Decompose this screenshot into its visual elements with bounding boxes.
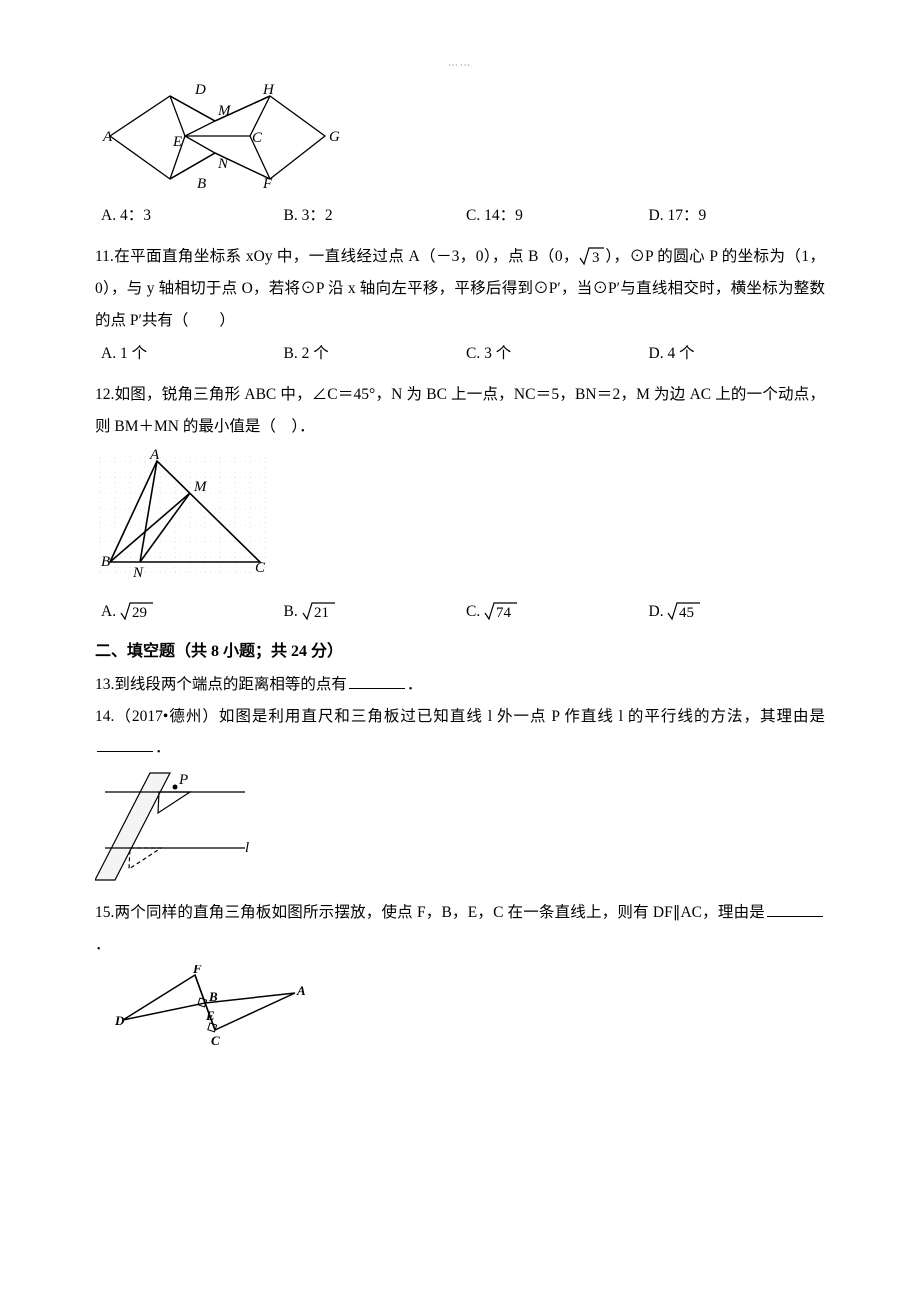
q15-figure: A B C D E F: [115, 965, 825, 1060]
q10-figure: A B C D E F G H M N: [95, 81, 825, 196]
q12-option-b-prefix: B.: [284, 603, 302, 620]
q12-label-N: N: [132, 565, 144, 581]
q10-label-D: D: [194, 82, 206, 98]
q15-label-E: E: [205, 1008, 215, 1023]
q15-label-D: D: [115, 1013, 125, 1028]
q15-label-B: B: [208, 989, 218, 1004]
q13-text-before: 13.到线段两个端点的距离相等的点有: [95, 676, 347, 693]
q12-label-B: B: [101, 554, 110, 570]
q11-option-d: D. 4 个: [649, 338, 832, 369]
q11-options: A. 1 个 B. 2 个 C. 3 个 D. 4 个: [95, 338, 825, 369]
q14-text: 14.（2017•德州）如图是利用直尺和三角板过已知直线 l 外一点 P 作直线…: [95, 701, 825, 765]
q10-label-A: A: [102, 129, 113, 145]
q12-option-b: B. 21: [284, 596, 467, 627]
q14-text-before: 14.（2017•德州）如图是利用直尺和三角板过已知直线 l 外一点 P 作直线…: [95, 708, 825, 725]
q15-blank: [767, 902, 823, 917]
q12-sqrt-c: 74: [484, 600, 518, 626]
q13-text: 13.到线段两个端点的距离相等的点有 ．: [95, 669, 825, 701]
q10-option-b: B. 3：2: [284, 200, 467, 231]
q12-sqrt-d: 45: [667, 600, 701, 626]
q15-text-before: 15.两个同样的直角三角板如图所示摆放，使点 F，B，E，C 在一条直线上，则有…: [95, 904, 765, 921]
q12-sqrt-b: 21: [302, 600, 336, 626]
q12-sqrt-a-rad: 29: [132, 605, 147, 621]
q15-label-C: C: [211, 1033, 220, 1048]
q15-label-F: F: [192, 965, 202, 976]
q12-text: 12.如图，锐角三角形 ABC 中，∠C＝45°，N 为 BC 上一点，NC＝5…: [95, 379, 825, 443]
q12-sqrt-b-rad: 21: [314, 605, 329, 621]
q14-label-l: l: [245, 840, 249, 856]
q12-option-a-prefix: A.: [101, 603, 120, 620]
q10-label-N: N: [217, 156, 229, 172]
q13-blank: [349, 674, 405, 689]
q10-option-d: D. 17：9: [649, 200, 832, 231]
q12-option-c-prefix: C.: [466, 603, 484, 620]
q15-text: 15.两个同样的直角三角板如图所示摆放，使点 F，B，E，C 在一条直线上，则有…: [95, 897, 825, 961]
q10-label-C: C: [252, 130, 263, 146]
q10-label-F: F: [262, 176, 273, 191]
q11-sqrt: 3: [579, 245, 605, 271]
q14-text-after: ．: [155, 739, 171, 756]
q10-label-G: G: [329, 129, 340, 145]
q13-text-after: ．: [407, 676, 423, 693]
q11-option-b: B. 2 个: [284, 338, 467, 369]
q10-option-c: C. 14：9: [466, 200, 649, 231]
q14-label-P: P: [178, 772, 188, 788]
q12-figure: A B C M N: [95, 447, 825, 592]
q12-option-a: A. 29: [95, 596, 284, 627]
q12-option-c: C. 74: [466, 596, 649, 627]
q15-label-A: A: [296, 983, 306, 998]
q12-option-d-prefix: D.: [649, 603, 668, 620]
page-header-dots: ⋯⋯: [95, 60, 825, 71]
q11-text-before: 11.在平面直角坐标系 xOy 中，一直线经过点 A（－3，0），点 B（0，: [95, 248, 579, 265]
q11-sqrt-radicand: 3: [592, 250, 600, 266]
q12-sqrt-d-rad: 45: [679, 605, 694, 621]
q10-label-H: H: [262, 82, 275, 98]
q12-label-M: M: [193, 479, 208, 495]
q11-text: 11.在平面直角坐标系 xOy 中，一直线经过点 A（－3，0），点 B（0， 3…: [95, 241, 825, 336]
q10-label-E: E: [172, 134, 182, 150]
q14-blank: [97, 737, 153, 752]
q11-option-a: A. 1 个: [95, 338, 284, 369]
q10-label-M: M: [217, 103, 232, 119]
q12-label-A: A: [149, 447, 160, 463]
q12-sqrt-c-rad: 74: [496, 605, 512, 621]
q12-options: A. 29 B. 21 C. 74 D. 45: [95, 596, 825, 627]
q11-option-c: C. 3 个: [466, 338, 649, 369]
section-2-title: 二、填空题（共 8 小题；共 24 分）: [95, 637, 825, 661]
q10-options: A. 4：3 B. 3：2 C. 14：9 D. 17：9: [95, 200, 825, 231]
q10-label-B: B: [197, 176, 206, 191]
q15-text-after: ．: [95, 936, 111, 953]
q12-label-C: C: [255, 560, 266, 576]
q12-option-d: D. 45: [649, 596, 832, 627]
q14-figure: P l: [95, 768, 825, 893]
q10-option-a: A. 4：3: [95, 200, 284, 231]
q12-sqrt-a: 29: [120, 600, 154, 626]
